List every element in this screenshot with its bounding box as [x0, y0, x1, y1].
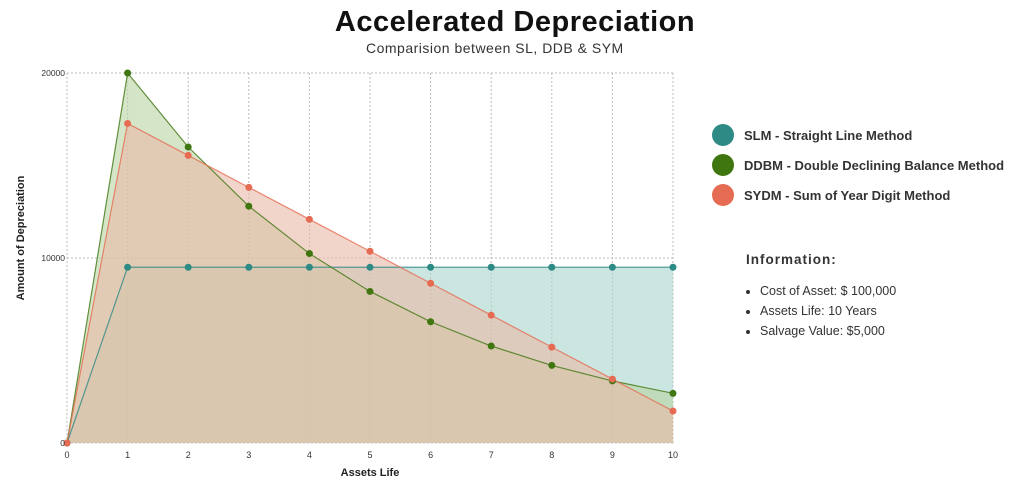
data-point: [548, 361, 556, 369]
data-point: [487, 263, 495, 271]
x-tick-label: 9: [610, 450, 615, 460]
chart-subtitle: Comparision between SL, DDB & SYM: [366, 40, 624, 56]
legend-label: DDBM - Double Declining Balance Method: [744, 157, 1005, 173]
data-point: [305, 263, 313, 271]
legend-swatch: [712, 154, 734, 176]
area-chart: 0 1 2 3 4 5 6 7 8 9 10 0 10000 20000 Assets Life Amount…: [15, 68, 678, 479]
data-point: [487, 311, 495, 319]
chart-title: Accelerated Depreciation: [334, 6, 696, 38]
x-tick-label: 1: [125, 450, 130, 460]
data-point: [184, 263, 192, 271]
data-point: [124, 69, 132, 77]
data-point: [366, 247, 374, 255]
x-tick-label: 8: [549, 450, 554, 460]
x-tick-label: 7: [489, 450, 494, 460]
x-tick-label: 2: [186, 450, 191, 460]
data-point: [427, 279, 435, 287]
data-point: [305, 215, 313, 223]
legend-item-ddbm[interactable]: DDBM - Double Declining Balance Method: [712, 150, 1004, 180]
info-heading: Information:: [746, 252, 837, 267]
data-point: [669, 263, 677, 271]
info-item: Cost of Asset: $ 100,000: [760, 281, 896, 301]
data-point: [548, 263, 556, 271]
data-point: [245, 183, 253, 191]
data-point: [366, 287, 374, 295]
data-point: [63, 439, 71, 447]
x-axis-label: Assets Life: [341, 467, 400, 479]
data-point: [669, 407, 677, 415]
data-point: [124, 263, 132, 271]
data-point: [669, 389, 677, 397]
legend-item-sydm[interactable]: SYDM - Sum of Year Digit Method: [712, 180, 1004, 210]
data-point: [608, 263, 616, 271]
data-point: [245, 202, 253, 210]
data-point: [184, 143, 192, 151]
data-point: [427, 263, 435, 271]
y-tick-label: 20000: [41, 68, 65, 78]
y-tick-label: 10000: [41, 253, 65, 263]
legend-label: SYDM - Sum of Year Digit Method: [744, 187, 951, 203]
data-point: [305, 250, 313, 258]
data-point: [184, 151, 192, 159]
legend-item-slm[interactable]: SLM - Straight Line Method: [712, 120, 1004, 150]
y-axis-label: Amount of Depreciation: [15, 175, 27, 300]
legend: SLM - Straight Line Method DDBM - Double…: [712, 120, 1004, 210]
x-tick-label: 6: [428, 450, 433, 460]
area-series-2: [67, 123, 673, 444]
legend-label: SLM - Straight Line Method: [744, 127, 913, 143]
y-tick-label: 0: [60, 438, 65, 448]
x-tick-label: 0: [64, 450, 69, 460]
data-point: [124, 119, 132, 127]
data-point: [487, 342, 495, 350]
legend-swatch: [712, 124, 734, 146]
data-point: [366, 263, 374, 271]
info-item: Assets Life: 10 Years: [760, 301, 896, 321]
x-tick-label: 5: [367, 450, 372, 460]
data-point: [245, 263, 253, 271]
info-item: Salvage Value: $5,000: [760, 321, 896, 341]
info-panel: Information: Cost of Asset: $ 100,000 As…: [746, 252, 896, 341]
data-point: [548, 343, 556, 351]
data-point: [608, 375, 616, 383]
x-tick-label: 4: [307, 450, 312, 460]
data-point: [427, 318, 435, 326]
x-tick-label: 3: [246, 450, 251, 460]
x-tick-label: 10: [668, 450, 678, 460]
legend-swatch: [712, 184, 734, 206]
